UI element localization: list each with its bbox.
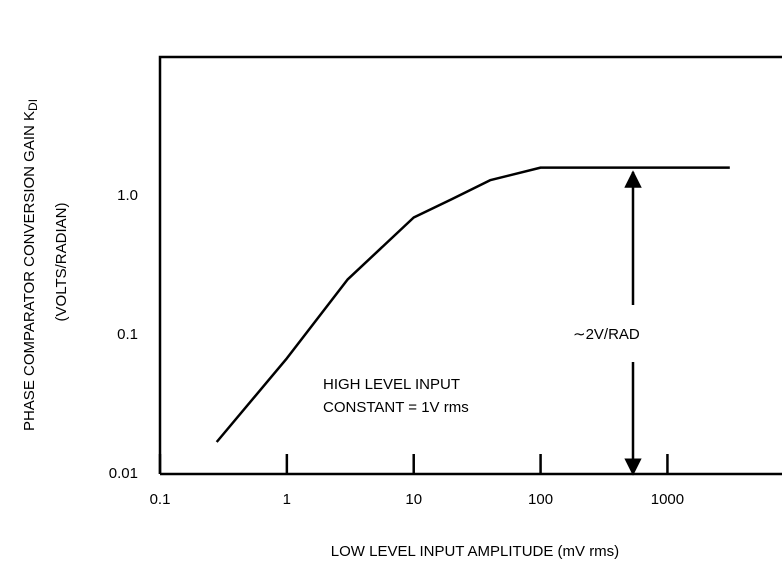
x-axis-label: LOW LEVEL INPUT AMPLITUDE (mV rms) xyxy=(331,543,619,560)
y-axis-label: PHASE COMPARATOR CONVERSION GAIN KDI xyxy=(21,99,40,431)
y-axis-label-main: PHASE COMPARATOR CONVERSION GAIN K xyxy=(21,111,38,431)
y-axis-label-subscript: DI xyxy=(26,99,40,111)
x-tick-label: 100 xyxy=(528,491,553,508)
annotation: HIGH LEVEL INPUT xyxy=(323,376,460,393)
y-tick-label: 0.1 xyxy=(117,326,138,343)
y-tick-label: 0.01 xyxy=(109,465,138,482)
x-tick-label: 1000 xyxy=(651,491,684,508)
x-tick-label: 10 xyxy=(405,491,422,508)
x-tick-label: 1 xyxy=(283,491,291,508)
y-tick-label: 1.0 xyxy=(117,187,138,204)
annotation: CONSTANT = 1V rms xyxy=(323,399,469,416)
data-line xyxy=(215,166,730,443)
annotation: ∼2V/RAD xyxy=(573,326,640,343)
y-axis-label-units: (VOLTS/RADIAN) xyxy=(53,203,70,322)
x-tick-label: 0.1 xyxy=(150,491,171,508)
plot-frame xyxy=(158,55,782,476)
